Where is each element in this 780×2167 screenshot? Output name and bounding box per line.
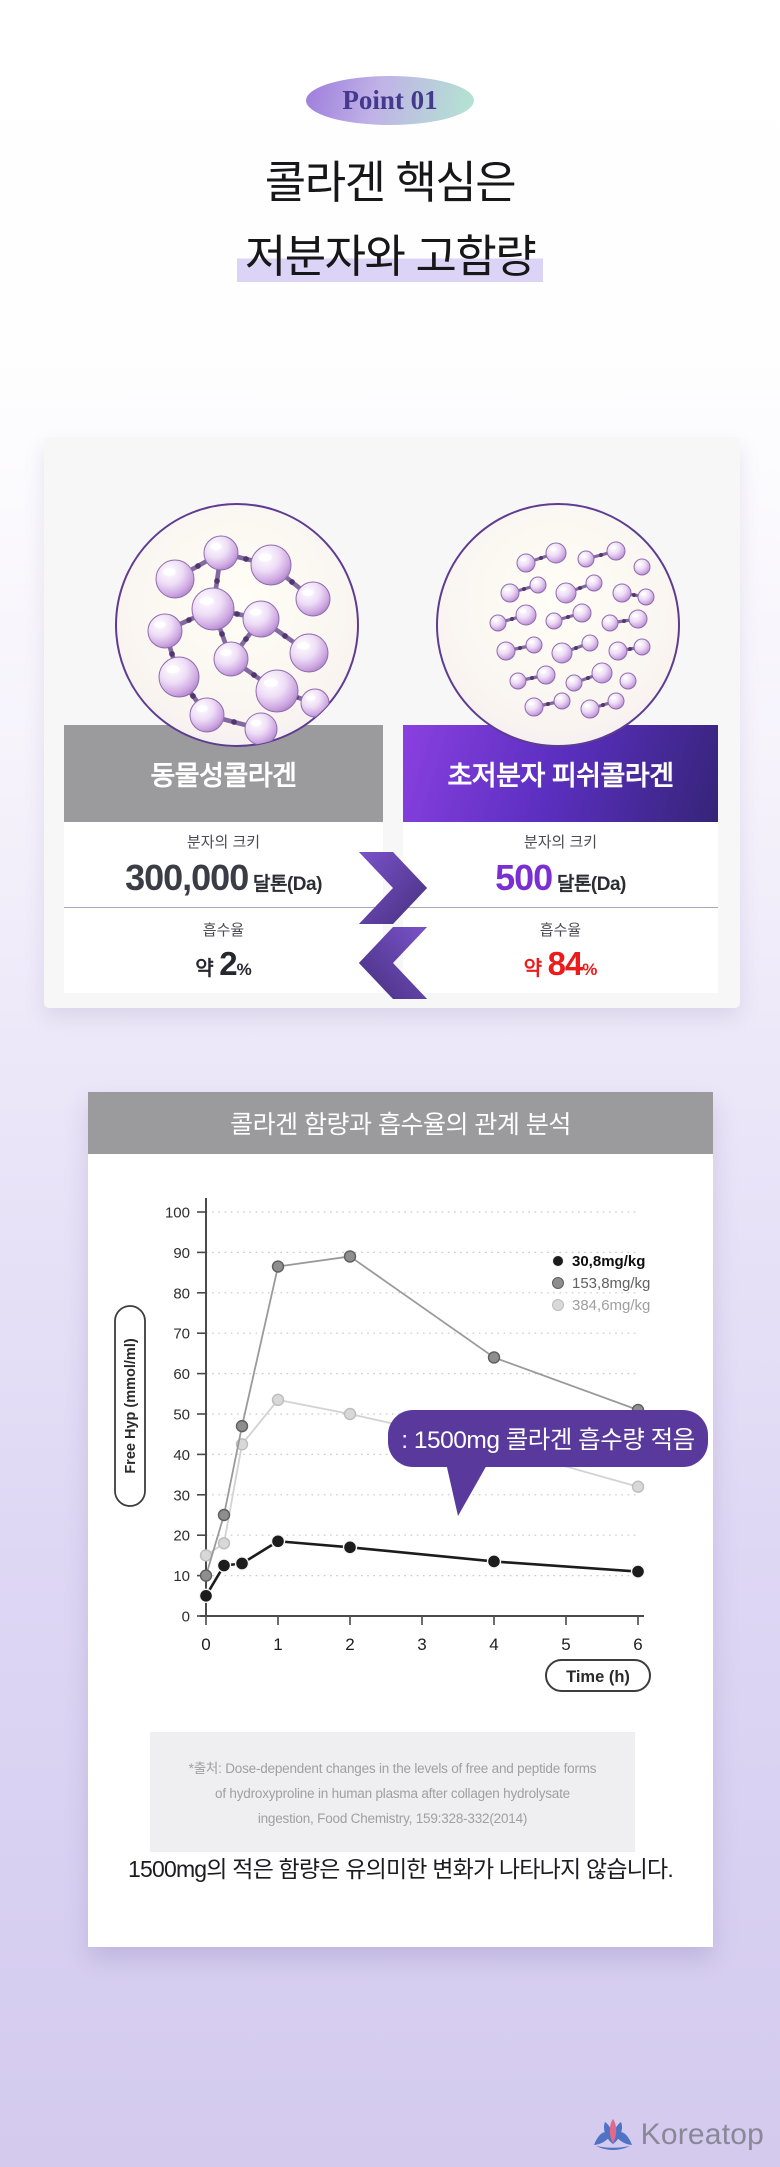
svg-text:40: 40 xyxy=(173,1447,190,1464)
page-title-line-1: 콜라겐 핵심은 xyxy=(264,157,517,208)
size-label: 분자의 크키 xyxy=(186,833,261,851)
svg-text:90: 90 xyxy=(173,1245,190,1262)
svg-text:30,8mg/kg: 30,8mg/kg xyxy=(572,1253,645,1270)
molecule-image-animal-collagen xyxy=(115,503,359,747)
absorption-value: 약 2% xyxy=(195,944,252,982)
svg-text:384,6mg/kg: 384,6mg/kg xyxy=(572,1297,650,1314)
absorption-chart: 0 10 20 30 40 50 60 70 80 90 100 0 1 2 3 4 5 6 30,8mg/kg 15… xyxy=(114,1198,651,1692)
cell-fish-absorption: 흡수율 약 84% xyxy=(403,908,718,993)
svg-text:30: 30 xyxy=(173,1487,190,1504)
svg-text:1: 1 xyxy=(273,1635,282,1654)
brand-logo: Koreatop xyxy=(591,2117,764,2153)
svg-text:5: 5 xyxy=(561,1635,570,1654)
size-value: 500 달톤(Da) xyxy=(495,856,626,898)
point-badge-row: Point 01 xyxy=(0,76,780,125)
source-line: ingestion, Food Chemistry, 159:328-332(2… xyxy=(257,1810,528,1826)
svg-text:60: 60 xyxy=(173,1366,190,1383)
svg-text:2: 2 xyxy=(345,1635,354,1654)
svg-text:0: 0 xyxy=(201,1635,210,1654)
source-line: *출처: Dose-dependent changes in the level… xyxy=(188,1761,597,1776)
size-value: 300,000 달톤(Da) xyxy=(125,856,322,898)
brand-name: Koreatop xyxy=(640,2118,764,2151)
svg-text:80: 80 xyxy=(173,1285,190,1302)
svg-text:70: 70 xyxy=(173,1326,190,1343)
absorption-label: 흡수율 xyxy=(202,921,245,939)
conclusion-text: 1500mg의 적은 함량은 유의미한 변화가 나타나지 않습니다. xyxy=(127,1856,674,1882)
svg-text:153,8mg/kg: 153,8mg/kg xyxy=(572,1275,650,1292)
cell-animal-molecule-size: 분자의 크키 300,000 달톤(Da) xyxy=(64,822,383,908)
svg-text:50: 50 xyxy=(173,1407,190,1424)
svg-text:6: 6 xyxy=(633,1635,642,1654)
chart-card: 콜라겐 함량과 흡수율의 관계 분석 0 10 20 30 40 50 60 70 80 90 10… xyxy=(88,1092,713,1947)
chart-callout: : 1500mg 콜라겐 흡수량 적음 xyxy=(388,1410,708,1516)
page-title-line-2: 저분자와 고함량 xyxy=(0,220,780,294)
point-badge: Point 01 xyxy=(306,76,474,125)
svg-text:4: 4 xyxy=(489,1635,498,1654)
molecule-image-fish-collagen xyxy=(436,503,680,747)
source-box: *출처: Dose-dependent changes in the level… xyxy=(150,1732,635,1852)
svg-text:10: 10 xyxy=(173,1568,190,1585)
chevron-right-icon xyxy=(358,852,428,924)
svg-text:Time (h): Time (h) xyxy=(566,1668,630,1686)
absorption-label: 흡수율 xyxy=(539,921,582,939)
comparison-card: 동물성콜라겐 분자의 크키 300,000 달톤(Da) 흡수율 약 2% 초저… xyxy=(44,437,740,1008)
cell-animal-absorption: 흡수율 약 2% xyxy=(64,908,383,993)
highlighted-keyword: 저분자와 고함량 xyxy=(236,231,544,283)
source-line: of hydroxyproline in human plasma after … xyxy=(215,1785,570,1801)
svg-text:20: 20 xyxy=(173,1528,190,1545)
cell-fish-molecule-size: 분자의 크키 500 달톤(Da) xyxy=(403,822,718,908)
svg-text:Free Hyp (mmol/ml): Free Hyp (mmol/ml) xyxy=(123,1338,139,1474)
absorption-value: 약 84% xyxy=(523,944,598,982)
chart-title: 콜라겐 함량과 흡수율의 관계 분석 xyxy=(88,1092,713,1154)
page-title: 콜라겐 핵심은 저분자와 고함량 xyxy=(0,146,780,295)
comparison-column-animal: 동물성콜라겐 분자의 크키 300,000 달톤(Da) 흡수율 약 2% xyxy=(64,725,383,993)
svg-text:0: 0 xyxy=(182,1609,190,1626)
comparison-column-fish: 초저분자 피쉬콜라겐 분자의 크키 500 달톤(Da) 흡수율 약 84% xyxy=(403,725,718,993)
lotus-icon xyxy=(593,2119,632,2150)
svg-text:3: 3 xyxy=(417,1635,426,1654)
svg-text:100: 100 xyxy=(165,1205,190,1222)
size-label: 분자의 크키 xyxy=(523,833,598,851)
chevron-left-icon xyxy=(358,927,428,999)
